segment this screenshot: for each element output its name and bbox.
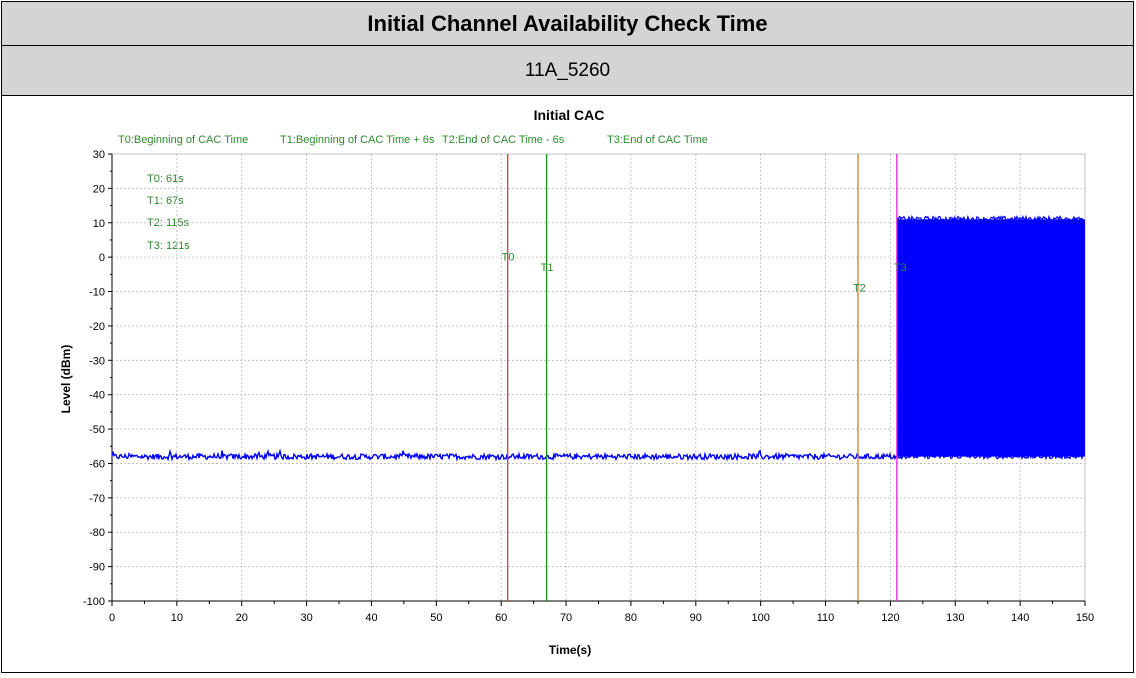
y-axis-label: Level (dBm) — [59, 345, 73, 414]
x-tick-label: 120 — [881, 612, 899, 624]
y-tick-label: 0 — [99, 252, 105, 264]
x-tick-label: 20 — [236, 612, 248, 624]
chart-area: Initial CAC Level (dBm) Time(s) T0:Begin… — [2, 96, 1133, 673]
legend-entry-t3: T3:End of CAC Time — [607, 134, 708, 146]
test-case-label: 11A_5260 — [2, 46, 1133, 96]
marker-label-t3: T3 — [894, 262, 907, 274]
x-tick-label: 100 — [751, 612, 769, 624]
x-tick-label: 150 — [1076, 612, 1094, 624]
y-tick-label: -40 — [89, 390, 105, 402]
time-markers: T0 T1 T2 T3 — [502, 154, 907, 601]
page-title: Initial Channel Availability Check Time — [2, 2, 1133, 46]
y-tick-label: -50 — [89, 424, 105, 436]
x-tick-label: 30 — [300, 612, 312, 624]
x-tick-label: 70 — [560, 612, 572, 624]
x-tick-label: 0 — [109, 612, 115, 624]
noise-floor-line — [111, 448, 897, 462]
x-tick-label: 140 — [1011, 612, 1029, 624]
plot-series — [111, 214, 1086, 462]
cac-chart: Initial CAC Level (dBm) Time(s) T0:Begin… — [59, 107, 1094, 657]
y-tick-label: -100 — [83, 596, 105, 608]
y-tick-label: -60 — [89, 458, 105, 470]
x-tick-label: 90 — [690, 612, 702, 624]
x-tick-label: 130 — [946, 612, 964, 624]
y-tick-label: 30 — [93, 149, 105, 161]
y-tick-label: -70 — [89, 493, 105, 505]
x-tick-label: 10 — [171, 612, 183, 624]
marker-label-t0: T0 — [502, 252, 515, 264]
annotations: T0: 61s T1: 67s T2: 115s T3: 121s — [147, 173, 190, 252]
x-tick-label: 110 — [817, 612, 835, 624]
x-tick-label: 50 — [430, 612, 442, 624]
burst-bottom-edge — [896, 452, 1086, 461]
y-tick-label: -10 — [89, 287, 105, 299]
annotation-t0: T0: 61s — [147, 173, 184, 185]
marker-label-t2: T2 — [853, 283, 866, 295]
y-tick-label: 10 — [93, 218, 105, 230]
y-tick-label: 20 — [93, 183, 105, 195]
annotation-t1: T1: 67s — [147, 195, 184, 207]
x-tick-label: 80 — [625, 612, 637, 624]
y-tick-label: -90 — [89, 562, 105, 574]
annotation-t3: T3: 121s — [147, 240, 190, 252]
legend: T0:Beginning of CAC Time T1:Beginning of… — [118, 134, 708, 146]
x-tick-label: 40 — [365, 612, 377, 624]
x-tick-label: 60 — [495, 612, 507, 624]
legend-entry-t1: T1:Beginning of CAC Time + 6s — [280, 134, 435, 146]
chart-title: Initial CAC — [534, 107, 605, 123]
y-tick-label: -80 — [89, 527, 105, 539]
burst-fill — [896, 219, 1085, 457]
legend-entry-t2: T2:End of CAC Time - 6s — [442, 134, 565, 146]
x-axis-label: Time(s) — [549, 643, 591, 657]
marker-label-t1: T1 — [541, 262, 554, 274]
burst-top-edge — [896, 214, 1086, 224]
legend-entry-t0: T0:Beginning of CAC Time — [118, 134, 248, 146]
y-tick-label: -30 — [89, 355, 105, 367]
y-tick-label: -20 — [89, 321, 105, 333]
